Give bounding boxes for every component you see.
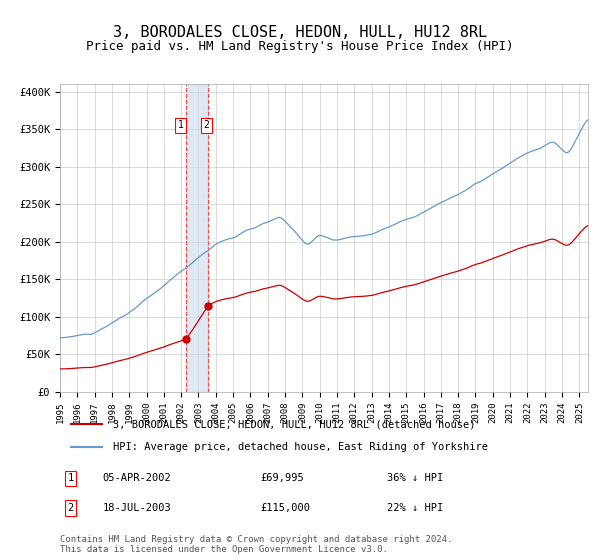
Text: 1: 1 [67,473,74,483]
Text: 36% ↓ HPI: 36% ↓ HPI [388,473,443,483]
Bar [186,84,208,392]
Text: Price paid vs. HM Land Registry's House Price Index (HPI): Price paid vs. HM Land Registry's House … [86,40,514,53]
Text: Contains HM Land Registry data © Crown copyright and database right 2024.
This d: Contains HM Land Registry data © Crown c… [60,535,452,554]
Text: 05-APR-2002: 05-APR-2002 [102,473,171,483]
Text: HPI: Average price, detached house, East Riding of Yorkshire: HPI: Average price, detached house, East… [113,442,488,452]
Text: 22% ↓ HPI: 22% ↓ HPI [388,503,443,513]
Text: £69,995: £69,995 [260,473,304,483]
Text: 1: 1 [178,120,184,130]
Text: 18-JUL-2003: 18-JUL-2003 [102,503,171,513]
Text: 3, BORODALES CLOSE, HEDON, HULL, HU12 8RL (detached house): 3, BORODALES CLOSE, HEDON, HULL, HU12 8R… [113,419,475,429]
Text: 2: 2 [203,120,209,130]
Text: 3, BORODALES CLOSE, HEDON, HULL, HU12 8RL: 3, BORODALES CLOSE, HEDON, HULL, HU12 8R… [113,25,487,40]
Text: 2: 2 [67,503,74,513]
Text: £115,000: £115,000 [260,503,311,513]
